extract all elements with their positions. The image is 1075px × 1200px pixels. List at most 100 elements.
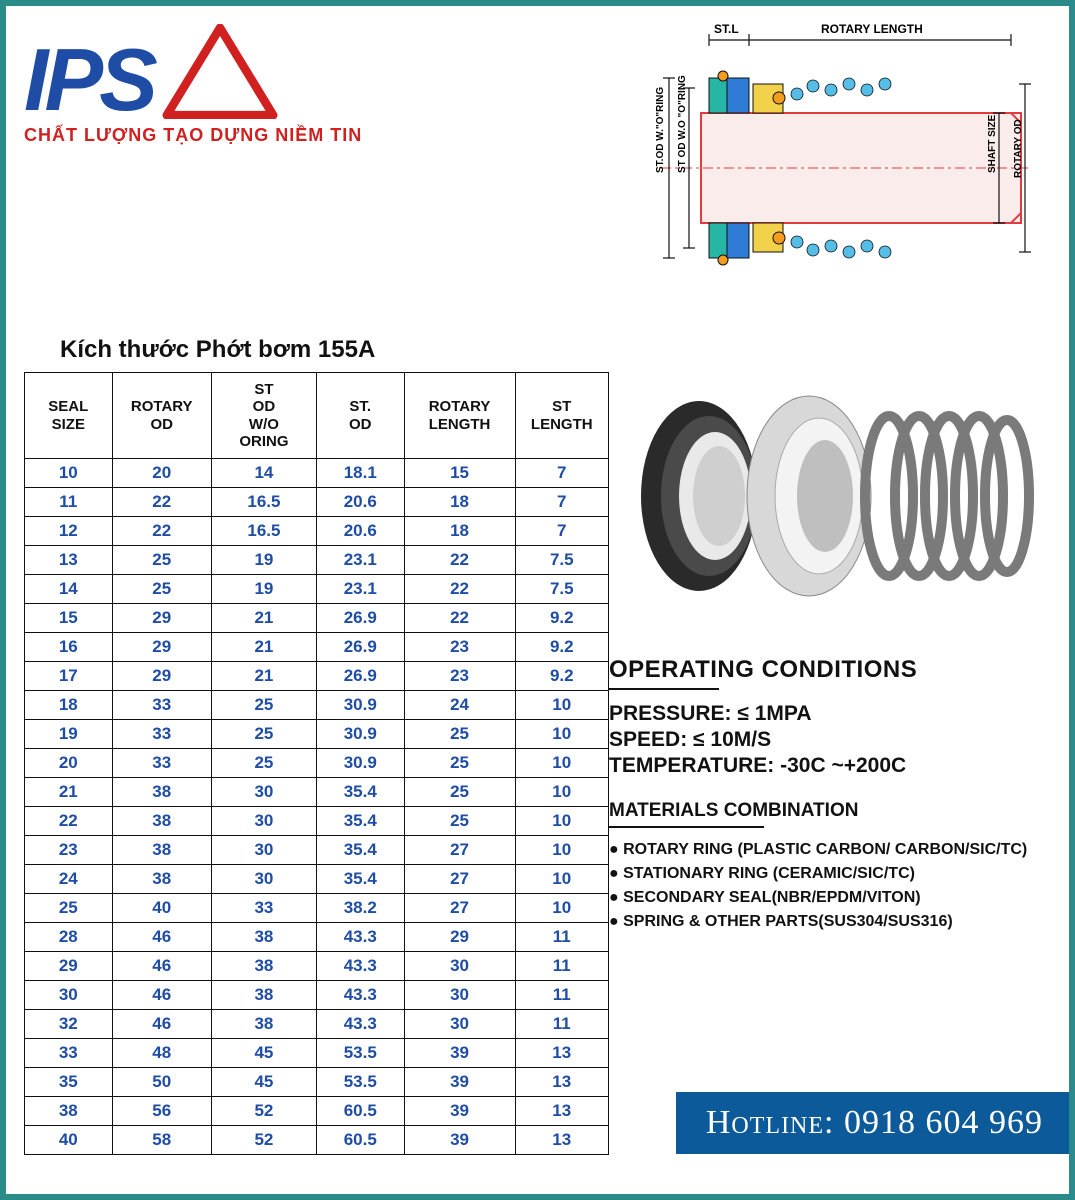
table-cell: 20 xyxy=(112,459,211,488)
table-cell: 27 xyxy=(404,865,515,894)
table-header-row: SEALSIZEROTARYODSTODW/OORINGST.ODROTARYL… xyxy=(25,373,609,459)
divider xyxy=(609,688,719,690)
table-cell: 38 xyxy=(211,923,316,952)
table-cell: 11 xyxy=(515,952,608,981)
table-row: 19332530.92510 xyxy=(25,720,609,749)
table-row: 17292126.9239.2 xyxy=(25,662,609,691)
table-cell: 23.1 xyxy=(316,546,404,575)
table-cell: 7 xyxy=(515,488,608,517)
diagram-label-shaft: SHAFT SIZE xyxy=(987,114,998,173)
table-cell: 26.9 xyxy=(316,662,404,691)
table-cell: 10 xyxy=(515,894,608,923)
table-cell: 39 xyxy=(404,1068,515,1097)
table-cell: 7.5 xyxy=(515,575,608,604)
table-row: 20332530.92510 xyxy=(25,749,609,778)
table-cell: 29 xyxy=(25,952,113,981)
table-cell: 30 xyxy=(211,778,316,807)
table-cell: 11 xyxy=(515,923,608,952)
table-row: 122216.520.6187 xyxy=(25,517,609,546)
table-cell: 22 xyxy=(112,517,211,546)
diagram-label-stl: ST.L xyxy=(714,22,739,36)
table-cell: 19 xyxy=(211,546,316,575)
table-cell: 35.4 xyxy=(316,865,404,894)
table-row: 112216.520.6187 xyxy=(25,488,609,517)
materials-item: SECONDARY SEAL(NBR/EPDM/VITON) xyxy=(609,886,1039,910)
table-cell: 30 xyxy=(211,807,316,836)
table-cell: 46 xyxy=(112,1010,211,1039)
table-header-cell: ST.OD xyxy=(316,373,404,459)
table-cell: 20.6 xyxy=(316,517,404,546)
table-cell: 46 xyxy=(112,952,211,981)
table-cell: 10 xyxy=(515,865,608,894)
table-cell: 19 xyxy=(211,575,316,604)
logo-text: IPS xyxy=(24,40,154,119)
table-cell: 12 xyxy=(25,517,113,546)
table-cell: 10 xyxy=(515,720,608,749)
table-cell: 23 xyxy=(25,836,113,865)
hotline-number: 0918 604 969 xyxy=(844,1104,1043,1141)
table-cell: 30 xyxy=(211,865,316,894)
spec-label: SPEED: xyxy=(609,728,687,751)
materials-item: STATIONARY RING (CERAMIC/SIC/TC) xyxy=(609,862,1039,886)
table-cell: 46 xyxy=(112,981,211,1010)
table-header-cell: STODW/OORING xyxy=(211,373,316,459)
table-cell: 25 xyxy=(404,778,515,807)
table-cell: 35.4 xyxy=(316,778,404,807)
table-cell: 22 xyxy=(25,807,113,836)
table-cell: 18 xyxy=(404,488,515,517)
spec-speed: SPEED: ≤ 10M/S xyxy=(609,728,1039,752)
specs-panel: OPERATING CONDITIONS PRESSURE: ≤ 1MPA SP… xyxy=(609,656,1039,934)
table-cell: 17 xyxy=(25,662,113,691)
table-cell: 50 xyxy=(112,1068,211,1097)
table-cell: 10 xyxy=(25,459,113,488)
table-cell: 10 xyxy=(515,691,608,720)
table-cell: 16.5 xyxy=(211,488,316,517)
dimension-table: SEALSIZEROTARYODSTODW/OORINGST.ODROTARYL… xyxy=(24,372,609,1155)
table-row: 23383035.42710 xyxy=(25,836,609,865)
table-cell: 25 xyxy=(404,807,515,836)
table-header-cell: ROTARYOD xyxy=(112,373,211,459)
table-cell: 30 xyxy=(25,981,113,1010)
table-cell: 46 xyxy=(112,923,211,952)
table-cell: 16.5 xyxy=(211,517,316,546)
table-cell: 13 xyxy=(25,546,113,575)
table-cell: 23 xyxy=(404,662,515,691)
table-cell: 24 xyxy=(25,865,113,894)
table-row: 30463843.33011 xyxy=(25,981,609,1010)
table-cell: 7 xyxy=(515,459,608,488)
table-header-cell: SEALSIZE xyxy=(25,373,113,459)
page: IPS CHẤT LƯỢNG TẠO DỰNG NIỀM TIN ST.L RO… xyxy=(6,6,1069,1194)
table-cell: 38 xyxy=(25,1097,113,1126)
table-row: 33484553.53913 xyxy=(25,1039,609,1068)
table-cell: 14 xyxy=(25,575,113,604)
table-cell: 30 xyxy=(404,981,515,1010)
table-cell: 11 xyxy=(515,1010,608,1039)
materials-item: ROTARY RING (PLASTIC CARBON/ CARBON/SIC/… xyxy=(609,838,1039,862)
table-cell: 25 xyxy=(211,691,316,720)
table-cell: 25 xyxy=(112,575,211,604)
table-cell: 25 xyxy=(404,749,515,778)
table-cell: 25 xyxy=(211,749,316,778)
table-cell: 52 xyxy=(211,1126,316,1155)
logo-triangle-icon xyxy=(160,24,280,119)
table-cell: 7 xyxy=(515,517,608,546)
table-cell: 22 xyxy=(404,604,515,633)
table-cell: 33 xyxy=(25,1039,113,1068)
table-row: 35504553.53913 xyxy=(25,1068,609,1097)
table-cell: 56 xyxy=(112,1097,211,1126)
table-row: 10201418.1157 xyxy=(25,459,609,488)
diagram-label-stod-w: ST.OD W."O"RING xyxy=(655,87,666,173)
table-cell: 20 xyxy=(25,749,113,778)
table-cell: 29 xyxy=(112,604,211,633)
table-cell: 38 xyxy=(112,778,211,807)
table-cell: 13 xyxy=(515,1039,608,1068)
table-row: 14251923.1227.5 xyxy=(25,575,609,604)
table-row: 40585260.53913 xyxy=(25,1126,609,1155)
table-cell: 25 xyxy=(25,894,113,923)
table-cell: 33 xyxy=(112,691,211,720)
table-cell: 35 xyxy=(25,1068,113,1097)
table-cell: 45 xyxy=(211,1039,316,1068)
table-cell: 25 xyxy=(211,720,316,749)
materials-title: MATERIALS COMBINATION xyxy=(609,800,1039,822)
table-cell: 38 xyxy=(112,865,211,894)
